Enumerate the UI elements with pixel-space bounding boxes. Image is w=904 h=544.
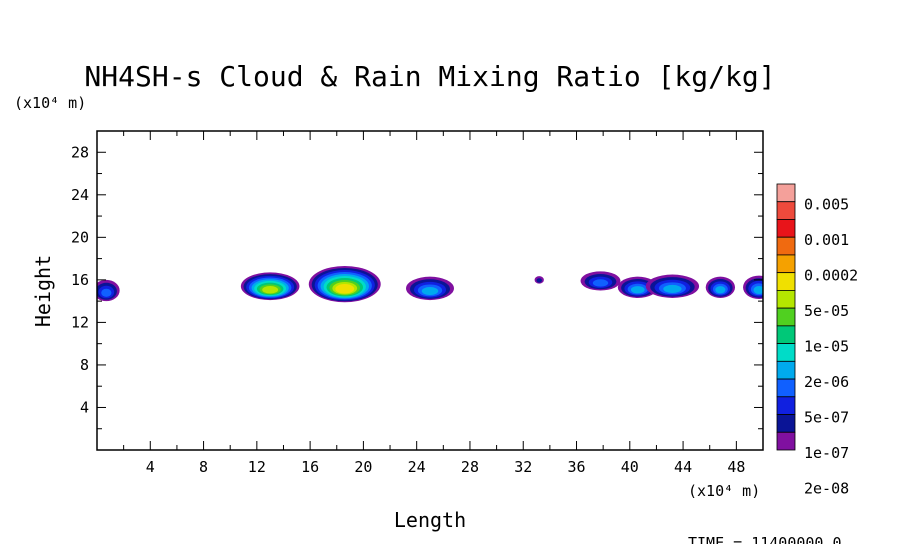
legend-label: 0.0002 xyxy=(804,267,858,285)
cloud-contour xyxy=(101,288,112,297)
x-tick-label: 24 xyxy=(408,458,426,476)
legend-swatch xyxy=(776,219,796,238)
cloud-contour xyxy=(715,286,726,294)
cloud-contour xyxy=(536,278,542,283)
y-tick-label: 16 xyxy=(71,271,89,289)
legend-swatch xyxy=(776,236,796,256)
legend-swatch xyxy=(776,396,796,415)
cloud-contour xyxy=(335,284,355,294)
plot-frame xyxy=(96,130,764,451)
legend-swatch xyxy=(776,201,796,220)
legend-swatch xyxy=(776,360,796,380)
legend-swatch xyxy=(776,431,796,451)
legend-swatch xyxy=(776,414,796,433)
legend-swatch xyxy=(776,254,796,274)
x-axis-label: Length xyxy=(394,508,466,532)
legend-swatch xyxy=(776,343,796,362)
legend-label: 1e-07 xyxy=(804,444,849,462)
x-unit-label: (x10⁴ m) xyxy=(688,482,760,500)
y-tick-label: 28 xyxy=(71,143,89,161)
y-tick-label: 4 xyxy=(80,398,89,416)
chart-title: NH4SH-s Cloud & Rain Mixing Ratio [kg/kg… xyxy=(84,60,775,93)
color-legend: 0.005 0.001 0.0002 5e-05 1e-05 2e-06 5e-07 1e-0… xyxy=(776,183,858,497)
x-tick-label: 8 xyxy=(199,458,208,476)
cloud-contour xyxy=(630,286,645,294)
legend-swatch xyxy=(776,272,796,291)
y-unit-label: (x10⁴ m) xyxy=(14,94,86,112)
legend-label: 2e-08 xyxy=(804,479,849,497)
x-tick-label: 32 xyxy=(514,458,532,476)
cloud-contour xyxy=(262,286,279,294)
y-tick-label: 12 xyxy=(71,313,89,331)
x-tick-label: 12 xyxy=(248,458,266,476)
cloud-field xyxy=(97,266,763,303)
legend-label: 2e-06 xyxy=(804,373,849,391)
legend-label: 5e-07 xyxy=(804,409,849,427)
cloud-contour xyxy=(592,279,609,287)
y-tick-label: 24 xyxy=(71,186,89,204)
legend-swatch xyxy=(776,307,796,327)
x-tick-label: 20 xyxy=(354,458,372,476)
x-tick-label: 36 xyxy=(567,458,585,476)
legend-swatch xyxy=(776,378,796,398)
x-tick-label: 44 xyxy=(674,458,692,476)
cloud-contour xyxy=(663,284,682,293)
legend-swatch xyxy=(776,183,796,203)
x-tick-label: 4 xyxy=(146,458,155,476)
cloud-contour xyxy=(421,287,439,296)
x-tick-label: 48 xyxy=(727,458,745,476)
legend-label: 0.005 xyxy=(804,196,849,214)
x-tick-label: 40 xyxy=(621,458,639,476)
y-axis-label: Height xyxy=(31,255,55,327)
legend-swatch xyxy=(776,325,796,345)
x-tick-label: 16 xyxy=(301,458,319,476)
y-tick-label: 20 xyxy=(71,228,89,246)
x-tick-label: 28 xyxy=(461,458,479,476)
legend-label: 0.001 xyxy=(804,231,849,249)
cloud-contour xyxy=(753,285,763,295)
legend-swatch xyxy=(776,289,796,309)
legend-label: 5e-05 xyxy=(804,302,849,320)
legend-label: 1e-05 xyxy=(804,338,849,356)
time-label: TIME = 11400000.0 xyxy=(688,534,842,544)
y-tick-label: 8 xyxy=(80,356,89,374)
